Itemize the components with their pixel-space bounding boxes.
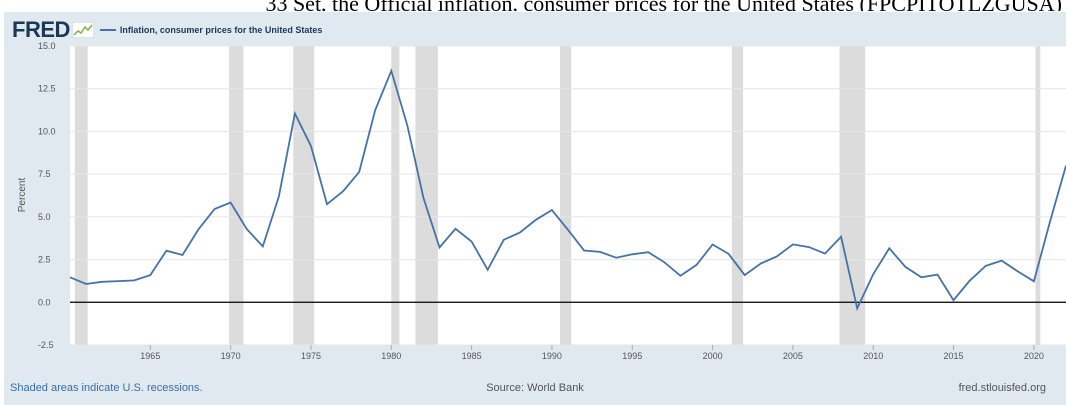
- legend-label: Inflation, consumer prices for the Unite…: [119, 25, 323, 35]
- y-tick-label: 12.5: [38, 84, 56, 94]
- y-tick-labels: 15.0 12.5 10.0 7.5 5.0 2.5 0.0 -2.5: [38, 41, 56, 350]
- x-tick-label: 1975: [301, 351, 321, 361]
- recession-band: [391, 46, 400, 345]
- recession-band: [839, 46, 866, 345]
- y-tick-label: -2.5: [38, 340, 54, 350]
- x-tick-label: 2020: [1024, 351, 1044, 361]
- x-tick-label: 1965: [140, 351, 160, 361]
- y-tick-label: 15.0: [38, 41, 56, 51]
- series-line: [69, 68, 1066, 312]
- fred-graph: FRED Inflation, consumer prices for the …: [4, 12, 1066, 405]
- x-tick-label: 2000: [703, 351, 723, 361]
- recession-band: [1035, 46, 1041, 345]
- recession-band: [731, 46, 744, 345]
- x-tick-labels: 1965 1970 1975 1980 1985 1990 1995 2000 2005 2010…: [140, 345, 1044, 361]
- fred-url-link[interactable]: fred.stlouisfed.org: [958, 382, 1046, 394]
- y-tick-label: 7.5: [38, 169, 51, 179]
- fred-graph-icon: [71, 22, 94, 38]
- document-caption: 33 Set, the Official inflation, consumer…: [0, 0, 1066, 11]
- y-tick-label: 5.0: [38, 212, 51, 222]
- recession-note-link[interactable]: Shaded areas indicate U.S. recessions.: [10, 382, 203, 394]
- x-tick-label: 2010: [863, 351, 883, 361]
- recession-band: [229, 46, 244, 345]
- x-tick-label: 1980: [381, 351, 401, 361]
- x-tick-label: 1995: [622, 351, 642, 361]
- x-tick-label: 1990: [542, 351, 562, 361]
- x-tick-label: 2015: [944, 351, 964, 361]
- recession-band: [293, 46, 315, 345]
- y-tick-label: 10.0: [38, 126, 56, 136]
- x-tick-label: 2005: [783, 351, 803, 361]
- line-chart: 15.0 12.5 10.0 7.5 5.0 2.5 0.0 -2.5 1965 1970 197…: [17, 41, 1066, 361]
- recession-bands: [74, 46, 1041, 345]
- source-label: Source: World Bank: [486, 382, 584, 394]
- recession-band: [415, 46, 438, 345]
- fred-logo[interactable]: FRED: [12, 17, 70, 42]
- recession-band: [559, 46, 572, 345]
- graph-header: FRED Inflation, consumer prices for the …: [12, 17, 323, 42]
- x-tick-label: 1970: [221, 351, 241, 361]
- y-tick-label: 2.5: [38, 255, 51, 265]
- y-axis-label: Percent: [17, 178, 28, 213]
- recession-band: [74, 46, 88, 345]
- y-tick-label: 0.0: [38, 297, 51, 307]
- x-tick-label: 1985: [462, 351, 482, 361]
- legend-swatch: [99, 29, 116, 31]
